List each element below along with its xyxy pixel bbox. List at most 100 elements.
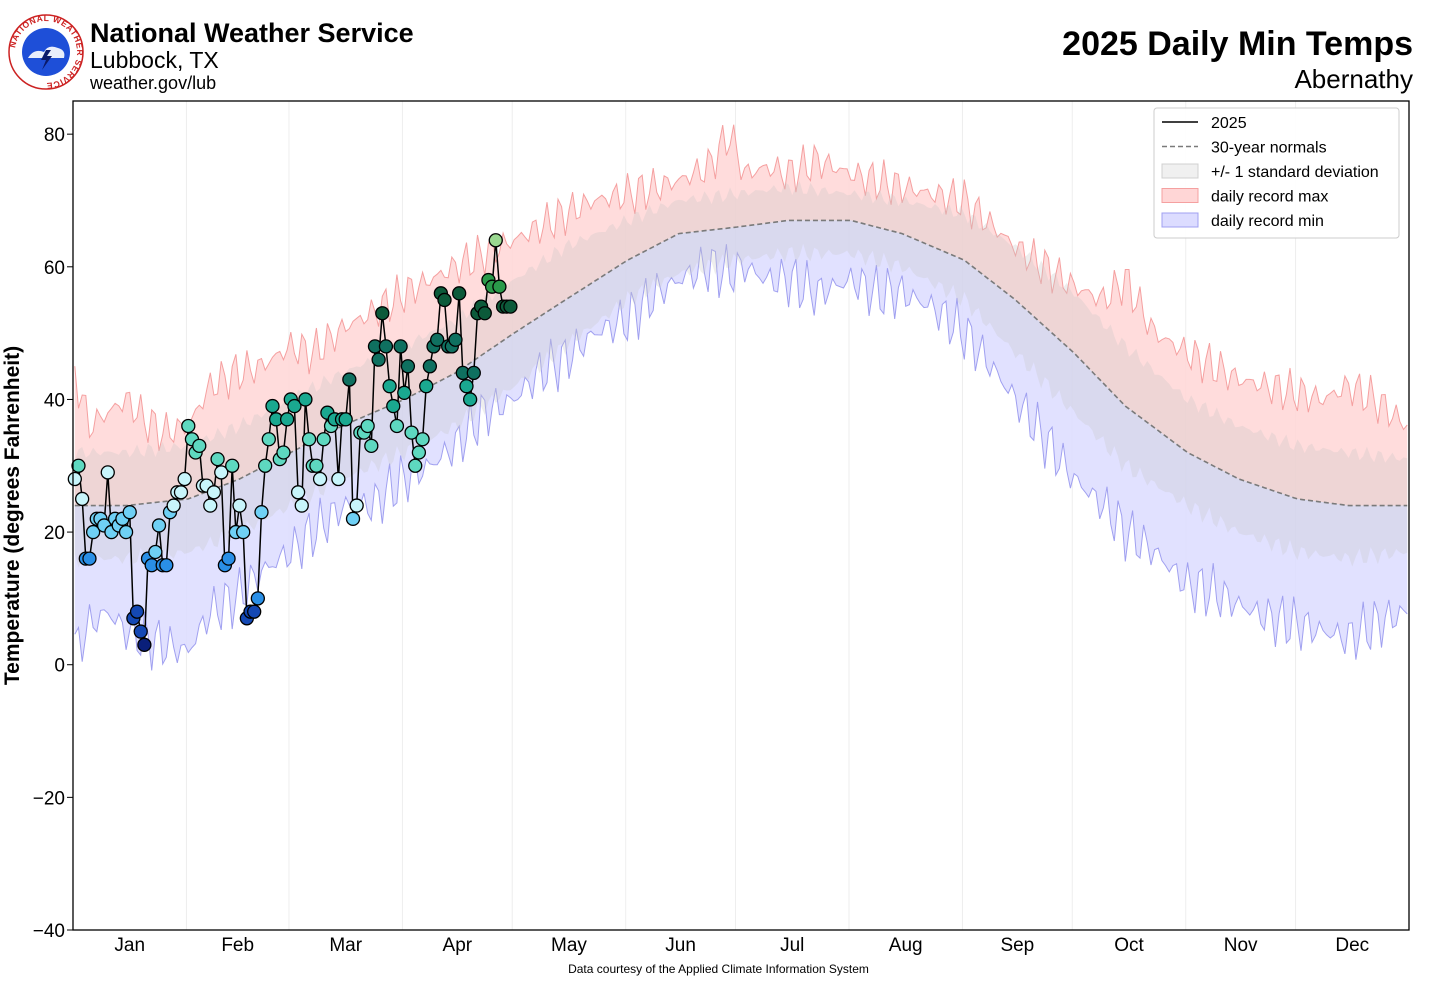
y-tick-label: −20 bbox=[33, 788, 65, 809]
legend-label: 2025 bbox=[1211, 115, 1247, 132]
header-titles: 2025 Daily Min Temps Abernathy bbox=[1062, 24, 1413, 94]
data-point bbox=[316, 432, 331, 447]
data-point bbox=[338, 412, 353, 427]
data-point bbox=[290, 485, 306, 500]
std-dev-band bbox=[74, 181, 1408, 568]
data-point bbox=[437, 292, 452, 308]
y-tick-label: 20 bbox=[44, 523, 65, 544]
legend-label: 30-year normals bbox=[1211, 140, 1327, 157]
legend-swatch-record-max bbox=[1161, 188, 1199, 203]
y-tick-label: 40 bbox=[44, 390, 65, 411]
x-month-label: May bbox=[551, 935, 587, 956]
data-point bbox=[129, 604, 145, 619]
data-point bbox=[452, 286, 467, 301]
record-max-band bbox=[74, 124, 1408, 506]
data-point bbox=[100, 465, 115, 480]
data-point bbox=[298, 392, 313, 407]
data-point bbox=[67, 471, 82, 487]
y-tick-label: 0 bbox=[54, 656, 65, 677]
x-month-label: Jun bbox=[665, 935, 696, 956]
data-point bbox=[118, 524, 134, 540]
data-point bbox=[411, 445, 427, 460]
data-point bbox=[459, 379, 474, 394]
data-point bbox=[287, 398, 302, 414]
data-point bbox=[250, 591, 265, 606]
data-point bbox=[82, 551, 97, 566]
x-month-label: Nov bbox=[1224, 935, 1258, 956]
chart-title: 2025 Daily Min Temps bbox=[1062, 25, 1413, 63]
data-point bbox=[225, 458, 240, 473]
data-point bbox=[448, 332, 463, 347]
legend-label: daily record max bbox=[1211, 189, 1328, 206]
data-point bbox=[236, 524, 251, 540]
data-point bbox=[210, 451, 225, 467]
data-point bbox=[345, 511, 361, 526]
data-point bbox=[232, 498, 247, 513]
data-point bbox=[221, 551, 236, 566]
data-point bbox=[382, 379, 397, 394]
data-point bbox=[258, 458, 273, 473]
data-point bbox=[133, 624, 148, 639]
x-month-label: Sep bbox=[1000, 935, 1034, 956]
data-point bbox=[415, 432, 430, 447]
data-point bbox=[400, 359, 416, 374]
data-point bbox=[181, 418, 196, 434]
data-point bbox=[378, 339, 394, 354]
legend-swatch-record-min bbox=[1161, 212, 1199, 228]
x-month-label: Jan bbox=[114, 935, 145, 956]
y-tick-label: 80 bbox=[44, 125, 65, 146]
data-point bbox=[148, 544, 163, 560]
x-month-label: Feb bbox=[221, 935, 254, 956]
data-point bbox=[301, 432, 317, 447]
data-point bbox=[122, 505, 137, 520]
legend-box bbox=[1153, 107, 1400, 239]
data-point bbox=[254, 505, 269, 520]
data-point bbox=[279, 412, 295, 427]
y-tick-label: 60 bbox=[44, 258, 65, 279]
x-month-label: Mar bbox=[329, 935, 362, 956]
data-credit: Data courtesy of the Applied Climate Inf… bbox=[568, 962, 869, 976]
x-month-label: Aug bbox=[889, 935, 923, 956]
data-point bbox=[462, 392, 478, 407]
data-point bbox=[430, 332, 445, 347]
legend: 2025 30-year normals +/- 1 standard deviat… bbox=[1153, 107, 1400, 239]
data-point bbox=[166, 498, 181, 513]
data-point bbox=[371, 352, 386, 367]
data-point bbox=[349, 498, 364, 513]
x-month-label: Jul bbox=[780, 935, 804, 956]
data-point bbox=[466, 365, 481, 381]
y-tick-label: −40 bbox=[33, 921, 65, 942]
data-point bbox=[422, 359, 438, 374]
y-axis-label: Temperature (degrees Fahrenheit) bbox=[1, 346, 24, 685]
org-name: National Weather Service bbox=[90, 18, 414, 48]
office-url: weather.gov/lub bbox=[90, 73, 217, 93]
data-point bbox=[364, 438, 379, 454]
data-point bbox=[159, 558, 174, 573]
data-point bbox=[265, 398, 280, 414]
data-point bbox=[375, 306, 390, 321]
record-min-line bbox=[74, 244, 1408, 671]
data-point bbox=[206, 485, 222, 500]
data-point bbox=[294, 498, 309, 513]
data-point bbox=[214, 465, 229, 480]
chart-subtitle: Abernathy bbox=[1294, 64, 1413, 94]
data-point bbox=[492, 279, 507, 294]
data-point bbox=[389, 418, 405, 434]
data-point bbox=[261, 432, 276, 447]
data-point bbox=[75, 491, 90, 507]
x-month-label: Oct bbox=[1114, 935, 1144, 956]
data-point bbox=[312, 471, 328, 487]
x-month-label: Apr bbox=[443, 935, 473, 956]
data-point bbox=[331, 471, 346, 487]
legend-label: +/- 1 standard deviation bbox=[1211, 164, 1379, 181]
data-point bbox=[397, 385, 412, 400]
data-point bbox=[177, 471, 192, 487]
data-point bbox=[151, 518, 167, 533]
data-point bbox=[71, 458, 86, 473]
data-point bbox=[360, 418, 375, 434]
legend-swatch-std bbox=[1161, 163, 1199, 179]
data-point bbox=[477, 306, 492, 321]
data-point bbox=[503, 299, 518, 314]
data-point bbox=[137, 637, 152, 652]
x-month-label: Dec bbox=[1335, 935, 1369, 956]
